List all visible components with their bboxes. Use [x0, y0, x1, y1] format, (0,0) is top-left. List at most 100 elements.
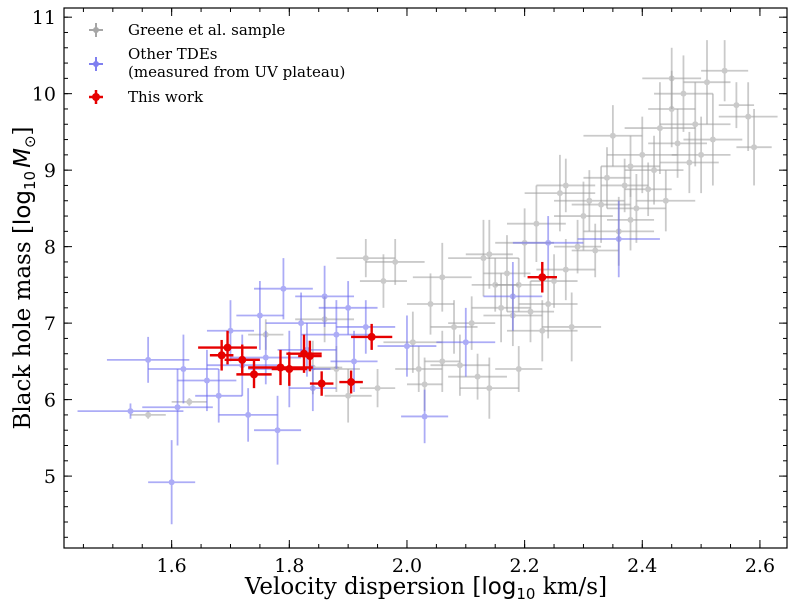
point-marker: [298, 320, 305, 327]
point-marker: [586, 197, 593, 204]
point-marker: [474, 373, 481, 380]
data-point: [642, 47, 702, 109]
y-tick-label: 8: [44, 237, 56, 259]
point-marker: [374, 385, 381, 392]
data-point: [236, 281, 284, 350]
point-marker: [215, 392, 222, 399]
legend-marker-other-tdes: [89, 57, 103, 71]
data-point: [148, 440, 196, 525]
point-marker: [592, 247, 599, 254]
series-this-work: [198, 261, 557, 396]
data-point: [339, 370, 363, 394]
x-tick-label: 2.6: [745, 555, 775, 577]
point-marker: [168, 479, 175, 486]
point-marker: [556, 190, 563, 197]
point-marker: [362, 255, 369, 262]
y-tick-label: 7: [44, 313, 56, 335]
point-marker: [223, 343, 232, 352]
data-point: [606, 189, 655, 251]
point-marker: [380, 278, 387, 285]
data-point: [424, 330, 460, 392]
data-point: [77, 403, 184, 419]
data-point: [506, 185, 566, 262]
point-marker: [645, 186, 652, 193]
data-point: [483, 235, 531, 312]
data-point: [377, 315, 437, 377]
point-marker: [227, 327, 234, 334]
y-axis-label-var: M: [10, 148, 36, 168]
data-point: [289, 365, 337, 412]
point-marker: [498, 304, 505, 311]
point-marker: [609, 132, 616, 139]
data-point: [518, 269, 578, 339]
data-point: [448, 296, 496, 350]
data-point: [465, 219, 513, 289]
point-marker: [362, 323, 369, 330]
data-point: [512, 216, 584, 270]
point-marker: [145, 356, 152, 363]
point-marker: [527, 308, 534, 315]
point-marker: [703, 79, 710, 86]
x-axis-label-sub: 10: [516, 585, 535, 603]
point-marker: [545, 239, 552, 246]
data-point: [359, 254, 407, 308]
data-point: [209, 339, 234, 371]
point-marker: [539, 327, 546, 334]
point-marker: [345, 392, 352, 399]
tick-layer: 1.6 1.8 2.0 2.2 2.4 2.6 5 6 7 8 9 10 11: [32, 7, 787, 577]
point-marker: [486, 251, 493, 258]
data-point: [412, 242, 472, 312]
point-marker: [627, 163, 634, 170]
y-axis-label-text: Black hole mass [: [10, 225, 36, 429]
data-point: [718, 82, 778, 152]
point-marker: [656, 125, 663, 132]
data-point: [536, 238, 596, 301]
point-marker: [439, 274, 446, 281]
data-point: [683, 93, 743, 186]
data-point: [295, 265, 355, 327]
y-axis-label: Black hole mass [log10 M⊙]: [10, 126, 39, 429]
point-marker: [551, 278, 558, 285]
point-marker: [698, 151, 705, 158]
point-marker: [238, 355, 247, 364]
point-marker: [662, 197, 669, 204]
point-marker: [515, 366, 522, 373]
data-point: [571, 166, 631, 243]
data-point: [309, 371, 334, 396]
point-marker: [456, 362, 463, 369]
data-point: [671, 116, 731, 194]
point-marker: [145, 411, 152, 418]
y-tick-label: 9: [44, 160, 56, 182]
data-point: [224, 344, 260, 376]
y-axis-label-close: ]: [10, 126, 36, 135]
point-marker: [562, 182, 569, 189]
point-marker: [351, 358, 358, 365]
point-marker: [367, 332, 376, 341]
data-point: [542, 292, 602, 362]
point-marker: [533, 220, 540, 227]
point-marker: [409, 339, 416, 346]
data-point: [554, 181, 613, 251]
point-marker: [574, 243, 581, 250]
x-tick-label: 1.8: [274, 555, 304, 577]
data-point: [583, 147, 631, 209]
point-marker: [751, 144, 758, 151]
point-marker: [674, 140, 681, 147]
data-point: [365, 238, 425, 285]
point-marker: [515, 281, 522, 288]
data-point: [683, 40, 731, 125]
data-point: [383, 311, 443, 373]
data-point: [430, 334, 490, 396]
data-point: [301, 300, 372, 370]
point-marker: [285, 365, 294, 374]
x-axis-label: Velocity dispersion [log10 km/s]: [244, 574, 607, 603]
data-point: [624, 135, 684, 205]
legend-label-this-work: This work: [128, 88, 204, 106]
point-marker: [462, 339, 469, 346]
point-marker: [486, 385, 493, 392]
point-marker: [347, 378, 356, 387]
point-marker: [345, 304, 352, 311]
data-point: [271, 352, 307, 386]
y-tick-label: 5: [44, 466, 56, 488]
y-axis-label-sym: ⊙: [21, 135, 39, 148]
